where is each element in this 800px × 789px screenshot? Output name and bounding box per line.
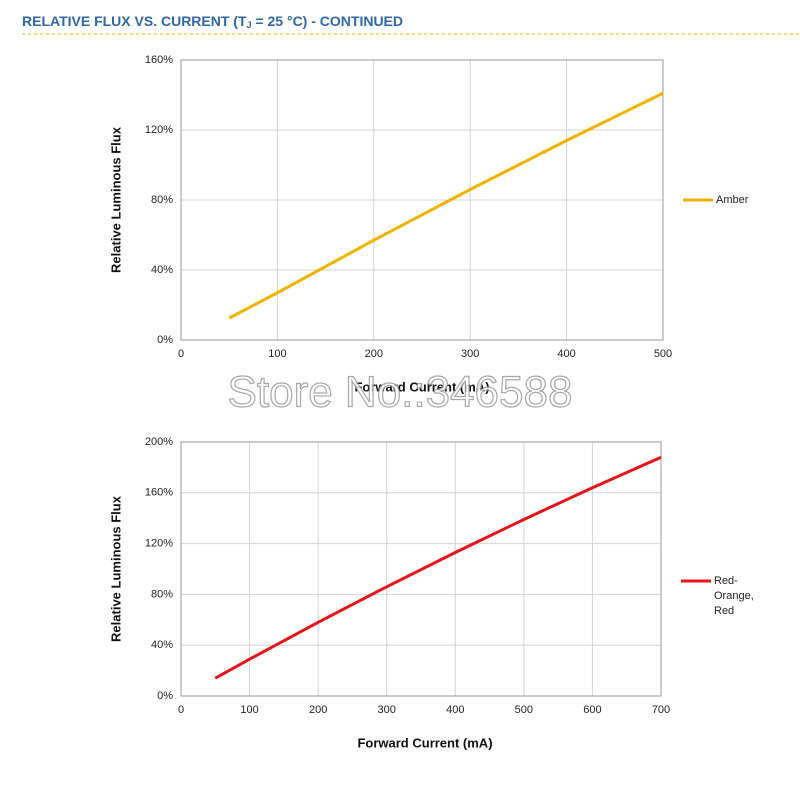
- y-tick-label: 0%: [157, 334, 173, 346]
- x-tick-label: 0: [178, 704, 184, 716]
- x-axis-label: Forward Current (mA): [357, 735, 492, 750]
- x-tick-label: 300: [461, 348, 479, 360]
- y-tick-label: 120%: [145, 124, 173, 136]
- x-tick-label: 100: [240, 704, 258, 716]
- y-tick-label: 200%: [145, 436, 173, 448]
- data-line: [214, 455, 662, 680]
- page-title: RELATIVE FLUX VS. CURRENT (TJ = 25 °C) -…: [22, 13, 403, 31]
- data-line: [228, 91, 664, 320]
- x-tick-label: 700: [652, 704, 670, 716]
- y-axis-label: Relative Luminous Flux: [108, 126, 123, 273]
- x-tick-label: 500: [515, 704, 533, 716]
- legend-label: Red-Orange, Red: [714, 575, 757, 617]
- watermark: Store No.:346588: [228, 368, 573, 417]
- y-tick-label: 160%: [145, 487, 173, 499]
- x-tick-label: 500: [654, 348, 672, 360]
- title-subscript: J: [247, 20, 252, 30]
- y-tick-label: 40%: [151, 264, 173, 276]
- plot-frame: [180, 441, 662, 697]
- plot-frame: [180, 59, 664, 341]
- x-tick-label: 100: [268, 348, 286, 360]
- x-axis-label: Forward Current (mA): [354, 379, 489, 394]
- y-axis-label: Relative Luminous Flux: [108, 495, 123, 642]
- x-tick-label: 400: [557, 348, 575, 360]
- x-tick-label: 300: [378, 704, 396, 716]
- x-tick-label: 600: [583, 704, 601, 716]
- y-tick-label: 40%: [151, 639, 173, 651]
- y-tick-label: 0%: [157, 690, 173, 702]
- y-tick-label: 80%: [151, 588, 173, 600]
- x-tick-label: 200: [309, 704, 327, 716]
- x-tick-label: 400: [446, 704, 464, 716]
- y-tick-label: 120%: [145, 538, 173, 550]
- x-tick-label: 0: [178, 348, 184, 360]
- title-part: = 25 °C) - CONTINUED: [252, 13, 403, 29]
- title-part: RELATIVE FLUX VS. CURRENT (T: [22, 13, 247, 29]
- legend-label: Amber: [716, 194, 749, 206]
- y-tick-label: 160%: [145, 54, 173, 66]
- y-tick-label: 80%: [151, 194, 173, 206]
- x-tick-label: 200: [365, 348, 383, 360]
